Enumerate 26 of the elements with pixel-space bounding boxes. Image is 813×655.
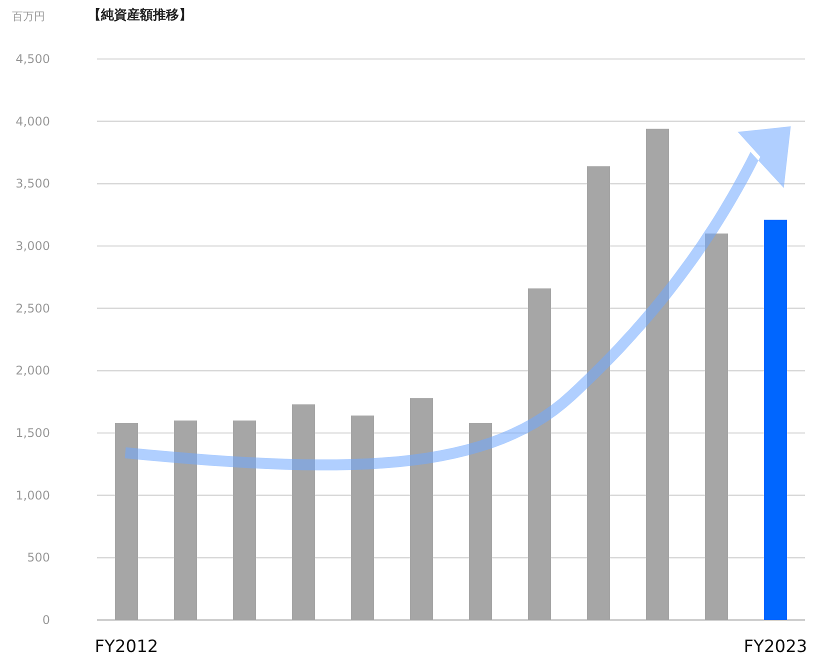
bar — [764, 220, 787, 620]
y-tick-label: 2,500 — [16, 301, 50, 316]
bar — [469, 423, 492, 620]
bar — [292, 404, 315, 620]
y-tick-label: 3,500 — [16, 176, 50, 191]
y-tick-label: 4,000 — [16, 114, 50, 128]
bar — [351, 416, 374, 620]
chart-title: 【純資産額推移】 — [88, 7, 192, 23]
bar — [115, 423, 138, 620]
bar — [233, 420, 256, 620]
y-tick-label: 0 — [42, 613, 50, 627]
y-tick-label: 3,000 — [16, 239, 50, 253]
bar — [646, 128, 669, 620]
y-tick-label: 4,500 — [16, 52, 50, 66]
bar — [587, 166, 610, 620]
y-tick-label: 2,000 — [16, 364, 50, 378]
bar — [410, 398, 433, 620]
x-tick-label: FY2023 — [744, 637, 808, 655]
y-axis-title: 百万円 — [12, 10, 45, 23]
x-tick-label: FY2012 — [94, 637, 158, 655]
bar — [705, 234, 728, 620]
y-tick-label: 500 — [27, 550, 50, 565]
y-tick-label: 1,000 — [16, 488, 50, 502]
y-tick-label: 1,500 — [16, 426, 50, 440]
bar — [528, 288, 551, 620]
bar — [174, 420, 197, 620]
